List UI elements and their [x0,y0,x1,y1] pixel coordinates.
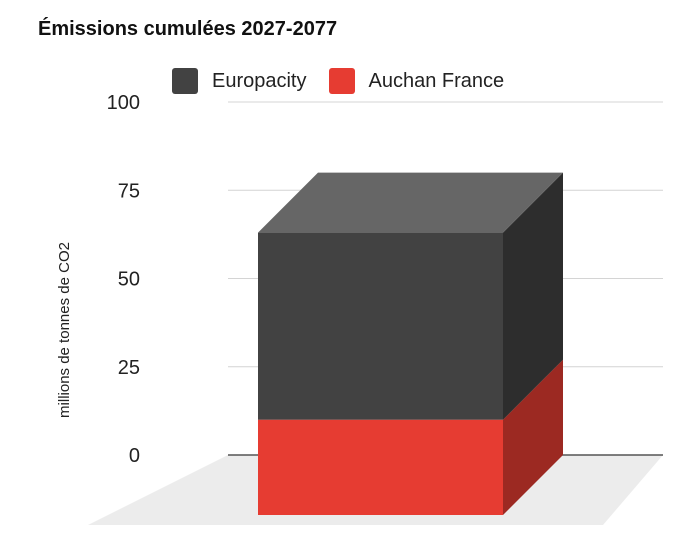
y-axis-label: millions de tonnes de CO2 [56,242,73,418]
legend-swatch-europacity [172,68,198,94]
bar-side-europacity [503,172,563,420]
legend-label-europacity: Europacity [212,69,307,92]
y-tick-label-50: 50 [118,269,140,291]
chart-title: Émissions cumulées 2027-2077 [38,18,338,40]
legend-swatch-auchan [328,68,355,94]
y-tick-label-75: 75 [118,180,140,202]
bar-front-auchan-france [258,419,503,515]
legend-label-auchan: Auchan France [368,69,505,92]
legend-item-europacity: Europacity [172,68,307,94]
legend: Europacity Auchan France [172,64,526,98]
y-tick-label-0: 0 [129,445,140,467]
bar-top-europacity [258,172,563,233]
y-tick-label-100: 100 [107,92,140,114]
y-tick-label-25: 25 [118,357,140,379]
bar-side-auchan-france [503,359,563,515]
bar-front-europacity [258,232,503,420]
legend-item-auchan: Auchan France [328,68,505,94]
